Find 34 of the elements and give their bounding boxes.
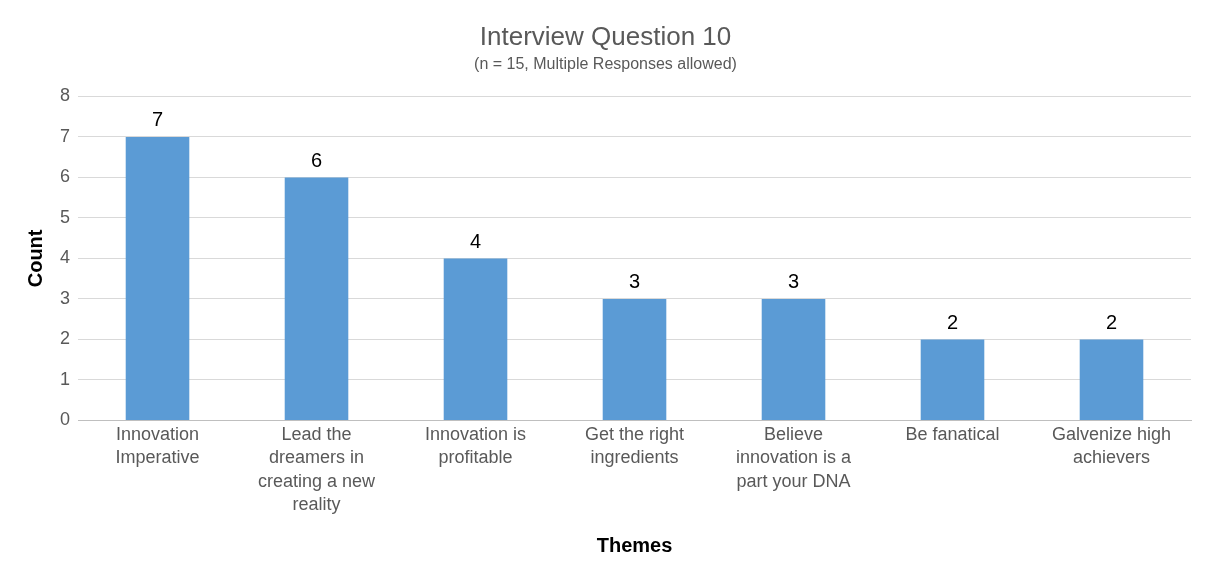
bar (284, 177, 349, 420)
y-tick-label: 0 (60, 409, 71, 430)
x-tick-label: Innovation is profitable (424, 424, 527, 468)
y-tick-label: 5 (60, 206, 71, 227)
x-tick-label: Get the right ingredients (584, 424, 685, 468)
x-axis-title: Themes (596, 533, 673, 556)
x-tick-label: Innovation Imperative (115, 424, 200, 468)
data-label: 7 (151, 108, 164, 131)
data-label: 3 (628, 270, 641, 293)
y-tick-label: 7 (60, 125, 71, 146)
y-axis-title: Count (23, 229, 46, 288)
data-label: 4 (469, 229, 482, 252)
y-tick-label: 8 (60, 85, 71, 106)
data-label: 3 (787, 270, 800, 293)
bar (761, 298, 826, 420)
x-tick-label: Lead the dreamers in creating a new reality (257, 424, 377, 515)
y-tick-label: 6 (60, 166, 71, 187)
y-tick-label: 4 (60, 247, 71, 268)
x-tick-label: Believe innovation is a part your DNA (735, 424, 853, 491)
bar (602, 298, 667, 420)
data-label: 2 (1105, 310, 1118, 333)
chart-subtitle: (n = 15, Multiple Responses allowed) (474, 55, 737, 73)
bar (920, 339, 985, 420)
bar (1079, 339, 1144, 420)
data-label: 6 (310, 148, 323, 171)
data-label: 2 (946, 310, 959, 333)
chart-title: Interview Question 10 (479, 20, 732, 51)
y-tick-label: 3 (60, 287, 71, 308)
y-tick-label: 2 (60, 328, 71, 349)
y-tick-label: 1 (60, 368, 71, 389)
bar (443, 258, 508, 420)
x-tick-label: Galvenize high achievers (1051, 424, 1172, 468)
bar (125, 136, 190, 420)
x-tick-label: Be fanatical (905, 424, 1000, 445)
